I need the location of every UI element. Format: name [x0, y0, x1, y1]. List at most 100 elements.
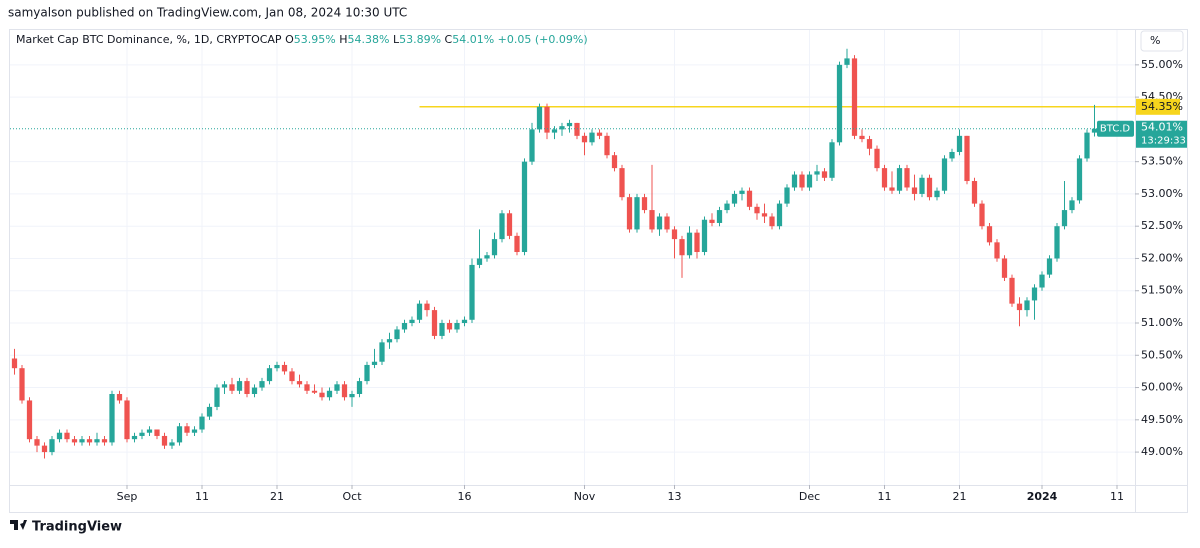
y-tick-label: 51.50%	[1141, 284, 1183, 297]
candle-body	[799, 174, 805, 188]
candle-body	[934, 190, 940, 198]
candle-body	[334, 384, 340, 391]
candle-body	[349, 394, 355, 398]
candle-body	[814, 171, 820, 175]
y-tick-label: 51.00%	[1141, 316, 1183, 329]
candle-body	[979, 203, 985, 227]
candle-body	[716, 210, 723, 223]
axes: 49.00% 49.50% 50.00% 50.50% 51.00% 51.50% 52.0…	[117, 58, 1187, 503]
hline-label: 54.35%	[1141, 100, 1183, 113]
candle-body	[514, 235, 520, 253]
candle-body	[229, 384, 235, 391]
candle-body	[206, 406, 213, 417]
candle-body	[611, 155, 618, 169]
chart-frame	[9, 29, 1188, 513]
candle-body	[454, 323, 460, 330]
candle-body	[1061, 210, 1068, 227]
candle-body	[259, 381, 265, 388]
y-tick-label: 50.50%	[1141, 348, 1183, 361]
candle-body	[199, 416, 205, 430]
candle-body	[664, 216, 670, 230]
hline-tag-bg	[1136, 98, 1180, 115]
candle-body	[544, 106, 550, 133]
candle-body	[34, 439, 40, 446]
candle-body	[904, 168, 910, 188]
symbol-tag-bg	[1097, 120, 1134, 137]
legend-value: 53.95%	[294, 33, 336, 46]
candle-body	[746, 190, 753, 207]
candle-body	[874, 148, 880, 169]
candle-body	[791, 174, 798, 188]
legend-value: 53.89%	[399, 33, 441, 46]
candle-body	[469, 264, 475, 320]
candle-body	[116, 394, 123, 401]
candle-body	[251, 387, 258, 394]
candle-body	[296, 381, 303, 385]
candle-body	[184, 426, 190, 433]
candle-body	[671, 229, 678, 240]
candle-body	[529, 129, 535, 162]
candle-body	[821, 171, 828, 178]
candle-body	[214, 387, 220, 407]
candle-body	[926, 177, 933, 198]
candle-body	[364, 364, 370, 382]
candle-body	[101, 439, 108, 443]
chart-legend: Market Cap BTC Dominance, %, 1D, CRYPTOC…	[16, 33, 588, 46]
candle-body	[26, 400, 33, 440]
candle-body	[304, 384, 310, 391]
candle-body	[124, 400, 130, 440]
candle-body	[851, 58, 858, 136]
candle-body	[1016, 303, 1023, 311]
candle-body	[221, 384, 228, 388]
x-tick-label: 11	[1110, 490, 1124, 503]
candle-body	[679, 239, 685, 256]
candle-body	[521, 161, 528, 253]
candle-body	[761, 213, 768, 217]
legend-key: O	[285, 33, 294, 46]
candle-body	[581, 135, 588, 143]
legend-key: H	[339, 33, 347, 46]
candle-body	[896, 168, 903, 191]
candle-body	[401, 323, 408, 330]
candle-body	[131, 435, 138, 440]
legend-value: +0.05 (+0.09%)	[498, 33, 588, 46]
x-tick-label: Nov	[574, 490, 596, 503]
candle-body	[956, 135, 963, 152]
unit-button[interactable]	[1140, 30, 1184, 52]
candle-body	[724, 203, 730, 211]
candle-body	[829, 142, 835, 178]
publish-header: samyalson published on TradingView.com, …	[8, 6, 407, 20]
candle-body	[109, 394, 115, 443]
candle-body	[439, 323, 445, 336]
candle-body	[911, 187, 918, 194]
candle-body	[619, 168, 625, 198]
x-tick-label: 16	[458, 490, 472, 503]
legend-key: C	[445, 33, 453, 46]
x-tick-label: 13	[668, 490, 682, 503]
candle-body	[139, 432, 145, 436]
legend-value: 54.01%	[452, 33, 494, 46]
candle-body	[709, 219, 715, 223]
candle-body	[491, 239, 498, 256]
candle-body	[566, 122, 573, 127]
candle-body	[371, 361, 378, 365]
y-tick-label: 50.00%	[1141, 381, 1183, 394]
candle-body	[341, 384, 348, 398]
candle-body	[86, 439, 93, 443]
candle-body	[1091, 128, 1098, 133]
candle-body	[881, 168, 888, 188]
candle-body	[394, 329, 400, 340]
candle-body	[281, 364, 288, 372]
candle-body	[56, 432, 63, 440]
plot	[10, 48, 1135, 459]
x-tick-label: 21	[270, 490, 284, 503]
candle-body	[1001, 258, 1008, 278]
unit-button-label[interactable]: %	[1150, 34, 1160, 47]
candle-body	[941, 158, 948, 191]
candle-body	[971, 181, 978, 204]
candle-body	[836, 64, 843, 143]
candle-body	[1009, 277, 1015, 304]
candle-body	[49, 439, 55, 453]
